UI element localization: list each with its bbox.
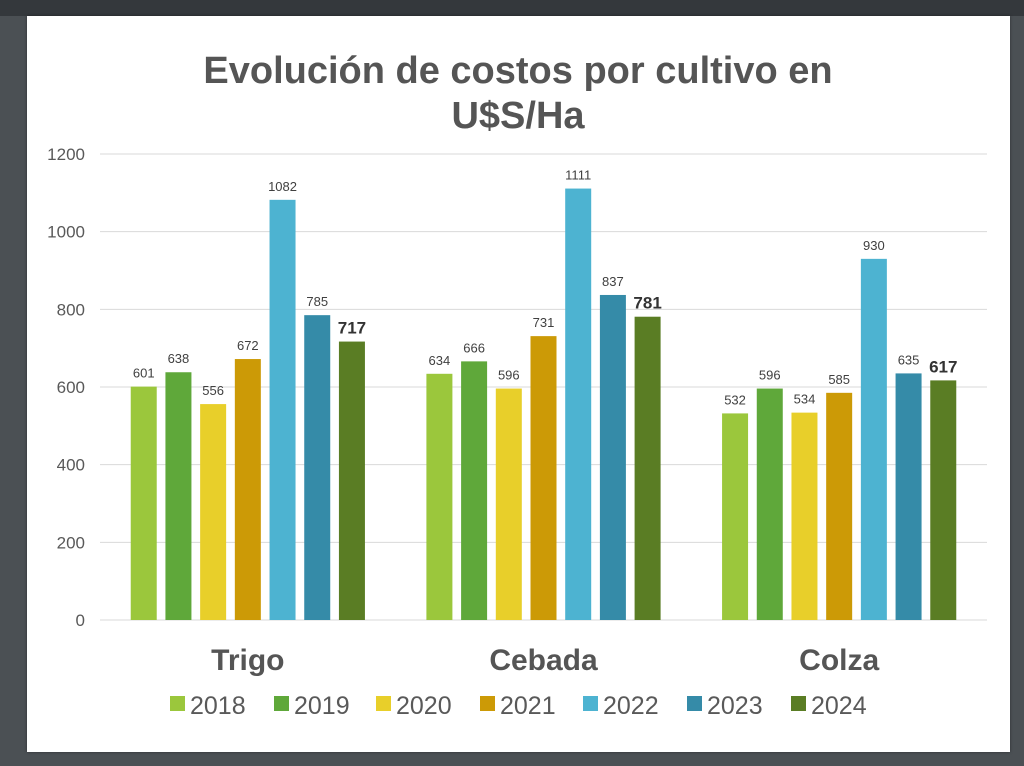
- bar-cebada-2018: [426, 373, 453, 620]
- legend-item-2021: 2021: [480, 692, 556, 720]
- legend-item-2022: 2022: [583, 692, 659, 720]
- legend-swatch: [687, 696, 702, 711]
- chart-title-line-2: U$S/Ha: [451, 95, 585, 137]
- x-category-label: Trigo: [211, 644, 284, 677]
- legend-swatch: [376, 696, 391, 711]
- data-label: 930: [863, 238, 885, 253]
- legend-item-2019: 2019: [274, 692, 350, 720]
- legend-swatch: [480, 696, 495, 711]
- legend-swatch: [791, 696, 806, 711]
- y-tick-label: 600: [57, 378, 85, 397]
- bar-cebada-2019: [461, 361, 488, 620]
- data-label: 585: [828, 372, 850, 387]
- data-label: 617: [929, 357, 957, 376]
- legend-label: 2020: [396, 692, 452, 720]
- legend-swatch: [170, 696, 185, 711]
- data-label: 601: [133, 366, 155, 381]
- bar-trigo-2022: [269, 199, 296, 620]
- bar-trigo-2021: [234, 359, 261, 620]
- legend-item-2020: 2020: [376, 692, 452, 720]
- data-label: 731: [533, 315, 555, 330]
- bar-cebada-2021: [530, 336, 557, 620]
- x-category-label: Colza: [799, 644, 879, 677]
- bar-trigo-2020: [200, 404, 227, 620]
- data-label: 785: [306, 294, 328, 309]
- data-label: 596: [759, 368, 781, 383]
- y-tick-label: 800: [57, 300, 85, 319]
- bar-colza-2018: [722, 413, 749, 620]
- data-label: 781: [633, 294, 661, 313]
- legend-label: 2019: [294, 692, 350, 720]
- y-tick-label: 400: [57, 456, 85, 475]
- bar-trigo-2023: [304, 315, 331, 620]
- legend-label: 2021: [500, 692, 556, 720]
- data-label: 1082: [268, 179, 297, 194]
- data-label: 596: [498, 368, 520, 383]
- data-label: 638: [168, 351, 190, 366]
- data-label: 635: [898, 352, 920, 367]
- x-category-label: Cebada: [489, 644, 598, 677]
- bar-colza-2021: [826, 392, 853, 620]
- bar-trigo-2019: [165, 372, 192, 620]
- legend-label: 2018: [190, 692, 246, 720]
- data-label: 717: [338, 319, 366, 338]
- data-label: 534: [794, 392, 816, 407]
- legend-label: 2022: [603, 692, 659, 720]
- bar-cebada-2020: [495, 388, 522, 620]
- window-top-bar: [0, 0, 1024, 16]
- legend-label: 2024: [811, 692, 867, 720]
- data-label: 672: [237, 338, 259, 353]
- bar-trigo-2018: [130, 386, 157, 620]
- bar-colza-2024: [930, 380, 957, 620]
- data-label: 634: [429, 353, 451, 368]
- legend-swatch: [274, 696, 289, 711]
- y-tick-label: 200: [57, 533, 85, 552]
- chart-title-line-1: Evolución de costos por cultivo en: [203, 50, 832, 92]
- bar-cebada-2023: [599, 294, 626, 620]
- data-label: 666: [463, 340, 485, 355]
- bar-colza-2020: [791, 412, 818, 620]
- y-tick-label: 0: [76, 611, 85, 630]
- legend-item-2023: 2023: [687, 692, 763, 720]
- bar-colza-2022: [860, 258, 887, 620]
- data-label: 532: [724, 392, 746, 407]
- legend-item-2018: 2018: [170, 692, 246, 720]
- bar-cebada-2022: [565, 188, 592, 621]
- data-label: 837: [602, 274, 624, 289]
- bar-cebada-2024: [634, 316, 661, 620]
- bar-trigo-2024: [338, 341, 365, 620]
- bar-colza-2023: [895, 373, 922, 620]
- bar-colza-2019: [756, 388, 783, 620]
- data-label: 556: [202, 383, 224, 398]
- legend-item-2024: 2024: [791, 692, 867, 720]
- legend-label: 2023: [707, 692, 763, 720]
- data-label: 1111: [565, 168, 591, 183]
- y-tick-label: 1200: [47, 145, 85, 164]
- y-tick-label: 1000: [47, 223, 85, 242]
- legend-swatch: [583, 696, 598, 711]
